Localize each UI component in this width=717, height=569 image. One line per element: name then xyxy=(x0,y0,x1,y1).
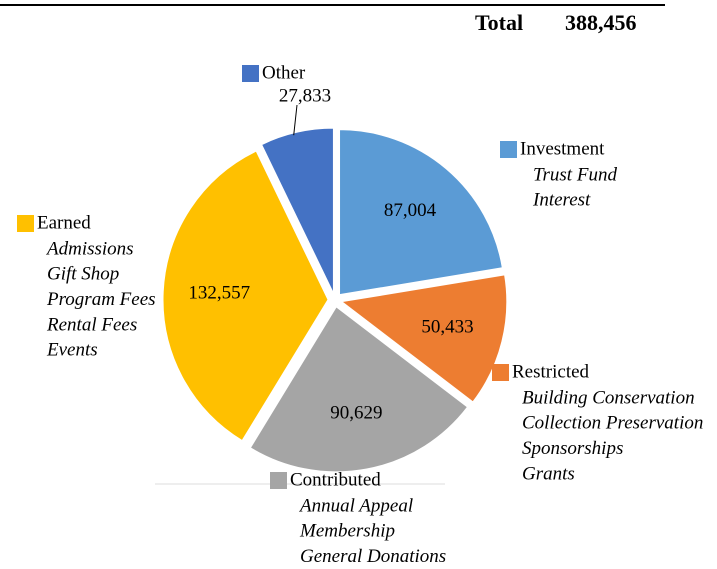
legend-detail: Gift Shop xyxy=(47,264,119,285)
pie-slice xyxy=(260,127,334,294)
legend-detail: Trust Fund xyxy=(533,164,617,185)
legend-detail: Program Fees xyxy=(46,289,156,310)
legend-swatch xyxy=(17,215,34,232)
legend-detail: Grants xyxy=(522,463,575,484)
legend-detail: Admissions xyxy=(45,238,134,259)
data-label: 50,433 xyxy=(421,316,473,337)
legend-swatch xyxy=(270,472,287,489)
legend-swatch xyxy=(492,364,509,381)
pie-slice xyxy=(340,274,508,403)
data-label: 90,629 xyxy=(330,402,382,423)
leader-line xyxy=(293,104,298,136)
legend-label: Other xyxy=(262,62,306,83)
total-value: 388,456 xyxy=(565,10,637,35)
legend-detail: Membership xyxy=(299,521,395,542)
data-label: 132,557 xyxy=(188,283,250,304)
legend-detail: Interest xyxy=(532,190,591,211)
legend-label: Restricted xyxy=(512,361,590,382)
pie-slice xyxy=(249,306,469,473)
data-label: 87,004 xyxy=(384,200,437,221)
legend-detail: Events xyxy=(46,340,98,361)
legend-swatch xyxy=(500,141,517,158)
legend-label: Earned xyxy=(37,212,91,233)
total-label: Total xyxy=(475,10,523,35)
legend-detail: General Donations xyxy=(300,546,446,567)
legend-detail: Sponsorships xyxy=(522,438,623,459)
data-label: 27,833 xyxy=(279,85,331,106)
legend-detail: Collection Preservation xyxy=(522,413,703,434)
legend-swatch xyxy=(242,65,259,82)
legend-detail: Rental Fees xyxy=(46,314,137,335)
legend-label: Investment xyxy=(520,138,605,159)
pie-slice xyxy=(162,150,329,442)
legend-detail: Annual Appeal xyxy=(298,495,413,516)
legend-detail: Building Conservation xyxy=(522,387,695,408)
pie-slice xyxy=(339,129,503,296)
legend-label: Contributed xyxy=(290,469,381,490)
